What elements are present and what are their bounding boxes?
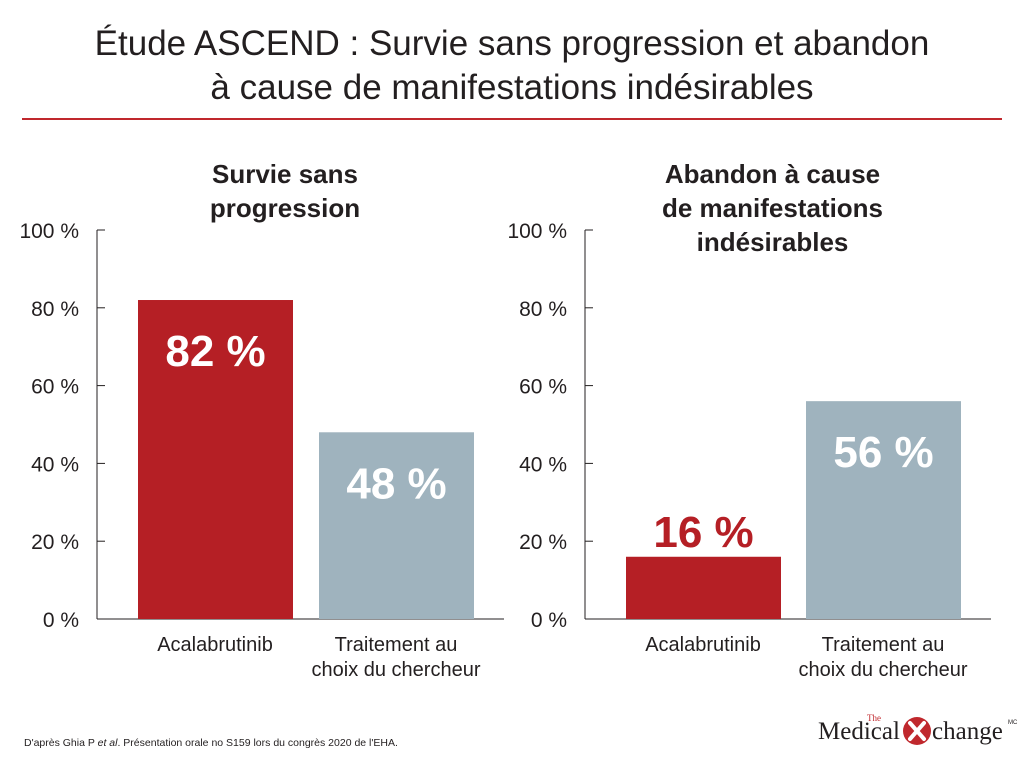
x-category-label: Traitement au — [822, 634, 945, 656]
y-tick-label: 80 % — [31, 298, 79, 321]
y-tick-label: 60 % — [31, 376, 79, 399]
left-panel-title-line-1: Survie sans — [212, 159, 358, 189]
bar-data-label: 82 % — [165, 327, 265, 376]
y-tick-label: 80 % — [519, 298, 567, 321]
right-panel-title-line-2: de manifestations — [661, 193, 884, 223]
y-tick-label: 60 % — [519, 376, 567, 399]
bar-acalabrutinib — [138, 300, 293, 619]
bar-comparator — [806, 401, 961, 619]
bar-comparator — [319, 432, 474, 619]
left-panel-title-line-2: progression — [209, 193, 361, 223]
x-category-label: choix du chercheur — [799, 659, 968, 681]
bar-data-label: 48 % — [346, 459, 446, 508]
right-panel-title: Abandon à cause de manifestations indési… — [625, 157, 920, 259]
y-tick-label: 40 % — [31, 453, 79, 476]
title-divider — [22, 118, 1002, 120]
footnote-suffix: . Présentation orale no S159 lors du con… — [117, 737, 398, 749]
slide-title: Étude ASCEND : Survie sans progression e… — [0, 22, 1024, 110]
logo-word-the: The — [867, 713, 881, 723]
footnote-prefix: D'après Ghia P — [24, 737, 98, 749]
bar-acalabrutinib — [626, 556, 781, 619]
logo-x-icon — [903, 717, 931, 745]
y-tick-label: 0 % — [531, 609, 567, 632]
medical-xchange-logo: Medical The change MC — [818, 712, 1018, 758]
y-tick-label: 20 % — [31, 531, 79, 554]
title-line-2: à cause de manifestations indésirables — [210, 68, 814, 107]
y-tick-label: 100 % — [507, 220, 567, 243]
y-tick-label: 20 % — [519, 531, 567, 554]
bar-data-label: 56 % — [833, 428, 933, 477]
logo-word-change: change — [932, 718, 1003, 745]
right-panel-title-line-3: indésirables — [696, 227, 849, 257]
y-tick-label: 100 % — [19, 220, 79, 243]
bar-data-label: 16 % — [653, 508, 753, 557]
x-category-label: Acalabrutinib — [645, 634, 761, 656]
x-category-label: Traitement au — [335, 634, 458, 656]
source-footnote: D'après Ghia P et al. Présentation orale… — [24, 737, 398, 749]
x-category-label: choix du chercheur — [312, 659, 481, 681]
logo-trademark: MC — [1008, 720, 1018, 726]
title-line-1: Étude ASCEND : Survie sans progression e… — [94, 24, 930, 63]
left-panel-title: Survie sans progression — [150, 157, 420, 225]
y-tick-label: 0 % — [43, 609, 79, 632]
footnote-etal: et al — [97, 737, 118, 749]
logo-word-medical: Medical — [818, 718, 900, 745]
x-category-label: Acalabrutinib — [157, 634, 273, 656]
y-tick-label: 40 % — [519, 453, 567, 476]
right-panel-title-line-1: Abandon à cause — [664, 159, 881, 189]
